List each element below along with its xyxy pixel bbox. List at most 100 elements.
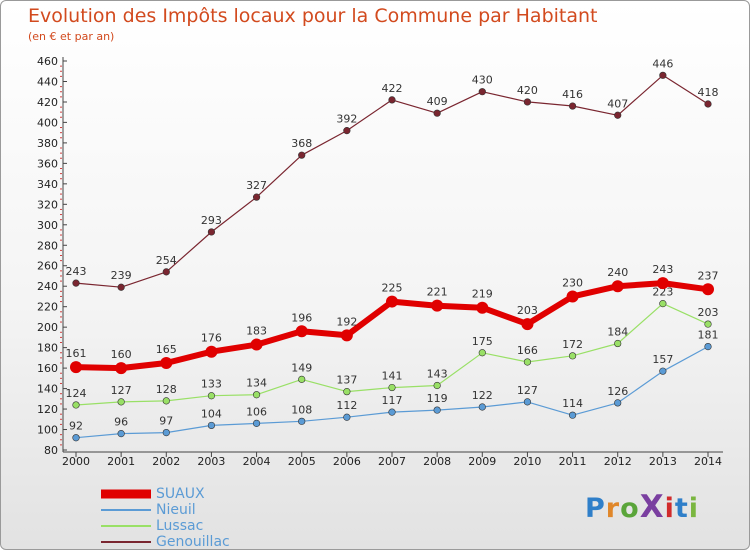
data-label-suaux: 196: [291, 311, 312, 324]
data-label-genouillac: 368: [291, 137, 312, 150]
data-point-suaux: [250, 338, 263, 351]
data-point-genouillac: [298, 151, 306, 159]
data-point-lussac: [659, 300, 667, 308]
y-tick-label: 380: [37, 137, 58, 150]
legend-label-lussac: Lussac: [156, 518, 204, 534]
data-label-genouillac: 243: [66, 265, 87, 278]
chart-title: Evolution des Impôts locaux pour la Comm…: [28, 5, 598, 27]
data-label-suaux: 237: [698, 269, 719, 282]
data-label-lussac: 172: [562, 338, 583, 351]
data-label-genouillac: 418: [698, 86, 719, 99]
data-point-suaux: [340, 329, 353, 342]
data-label-nieuil: 112: [336, 399, 357, 412]
data-point-lussac: [252, 391, 261, 399]
logo-letter: P: [585, 493, 606, 524]
data-label-lussac: 124: [66, 387, 87, 400]
y-tick-label: 280: [37, 239, 58, 252]
data-label-lussac: 149: [291, 361, 312, 374]
proxiti-logo: ProXiti: [585, 489, 699, 525]
data-label-suaux: 161: [66, 347, 87, 360]
data-label-lussac: 166: [517, 344, 538, 357]
y-tick-label: 360: [37, 157, 58, 170]
data-label-nieuil: 126: [607, 385, 628, 398]
legend-label-suaux: SUAUX: [156, 486, 205, 502]
data-label-suaux: 219: [472, 288, 493, 301]
logo-letter: t: [674, 493, 689, 524]
data-point-nieuil: [207, 421, 216, 430]
data-point-nieuil: [162, 428, 170, 437]
data-label-suaux: 160: [111, 348, 132, 361]
y-tick-label: 120: [37, 403, 58, 416]
data-label-genouillac: 409: [427, 95, 448, 108]
data-label-lussac: 127: [111, 384, 132, 397]
data-point-genouillac: [478, 88, 486, 96]
data-label-nieuil: 127: [517, 384, 538, 397]
x-tick-label: 2012: [604, 455, 632, 468]
data-label-suaux: 221: [427, 286, 448, 299]
data-point-suaux: [386, 295, 398, 308]
data-point-genouillac: [117, 283, 125, 291]
y-tick-label: 140: [37, 383, 58, 396]
data-point-lussac: [298, 375, 306, 383]
y-tick-label: 180: [37, 342, 58, 355]
data-point-nieuil: [523, 398, 532, 406]
data-label-suaux: 243: [652, 263, 673, 276]
data-label-suaux: 176: [201, 332, 222, 345]
data-point-suaux: [702, 283, 714, 296]
data-label-nieuil: 96: [114, 416, 128, 429]
x-tick-label: 2001: [107, 455, 135, 468]
logo-letter: X: [639, 489, 665, 525]
data-label-genouillac: 293: [201, 214, 222, 227]
data-point-suaux: [611, 280, 624, 293]
logo-letter: r: [605, 493, 621, 524]
data-point-nieuil: [117, 430, 125, 438]
data-label-nieuil: 181: [698, 329, 719, 342]
data-point-suaux: [160, 356, 173, 369]
data-label-nieuil: 122: [472, 389, 493, 402]
data-label-nieuil: 97: [159, 415, 173, 428]
data-point-genouillac: [704, 100, 712, 108]
data-label-nieuil: 157: [652, 353, 673, 366]
y-tick-label: 400: [37, 116, 58, 129]
data-point-lussac: [117, 398, 125, 406]
x-tick-label: 2011: [559, 455, 587, 468]
data-point-genouillac: [523, 98, 532, 106]
legend-swatch-lussac: [101, 525, 151, 527]
y-tick-label: 160: [37, 362, 58, 375]
y-tick-label: 460: [37, 55, 58, 68]
y-tick-label: 240: [37, 280, 58, 293]
y-tick-label: 420: [37, 96, 58, 109]
data-label-suaux: 165: [156, 343, 177, 356]
data-label-lussac: 141: [382, 370, 403, 383]
data-point-suaux: [521, 318, 534, 331]
data-label-nieuil: 119: [427, 392, 448, 405]
data-label-lussac: 143: [427, 368, 448, 381]
y-tick-label: 100: [37, 424, 58, 437]
y-tick-label: 340: [37, 178, 58, 191]
data-point-lussac: [343, 388, 351, 396]
data-point-nieuil: [704, 343, 712, 351]
data-label-lussac: 137: [336, 374, 357, 387]
logo-letter: i: [688, 493, 700, 524]
data-point-lussac: [614, 339, 622, 348]
data-point-suaux: [70, 361, 82, 374]
data-label-lussac: 133: [201, 378, 222, 391]
data-point-lussac: [433, 381, 441, 390]
data-point-genouillac: [433, 109, 441, 117]
data-point-lussac: [207, 392, 216, 400]
data-point-genouillac: [162, 268, 170, 276]
data-label-suaux: 240: [607, 266, 628, 279]
legend-label-nieuil: Nieuil: [156, 502, 196, 518]
data-point-lussac: [523, 358, 532, 366]
x-tick-label: 2010: [513, 455, 541, 468]
data-point-suaux: [476, 301, 489, 314]
data-point-nieuil: [478, 403, 486, 411]
data-point-nieuil: [433, 406, 441, 414]
data-point-nieuil: [298, 417, 306, 425]
data-point-lussac: [388, 383, 396, 392]
y-tick-label: 300: [37, 219, 58, 232]
data-label-genouillac: 446: [652, 57, 673, 70]
data-point-genouillac: [207, 228, 216, 236]
data-point-suaux: [566, 290, 579, 303]
